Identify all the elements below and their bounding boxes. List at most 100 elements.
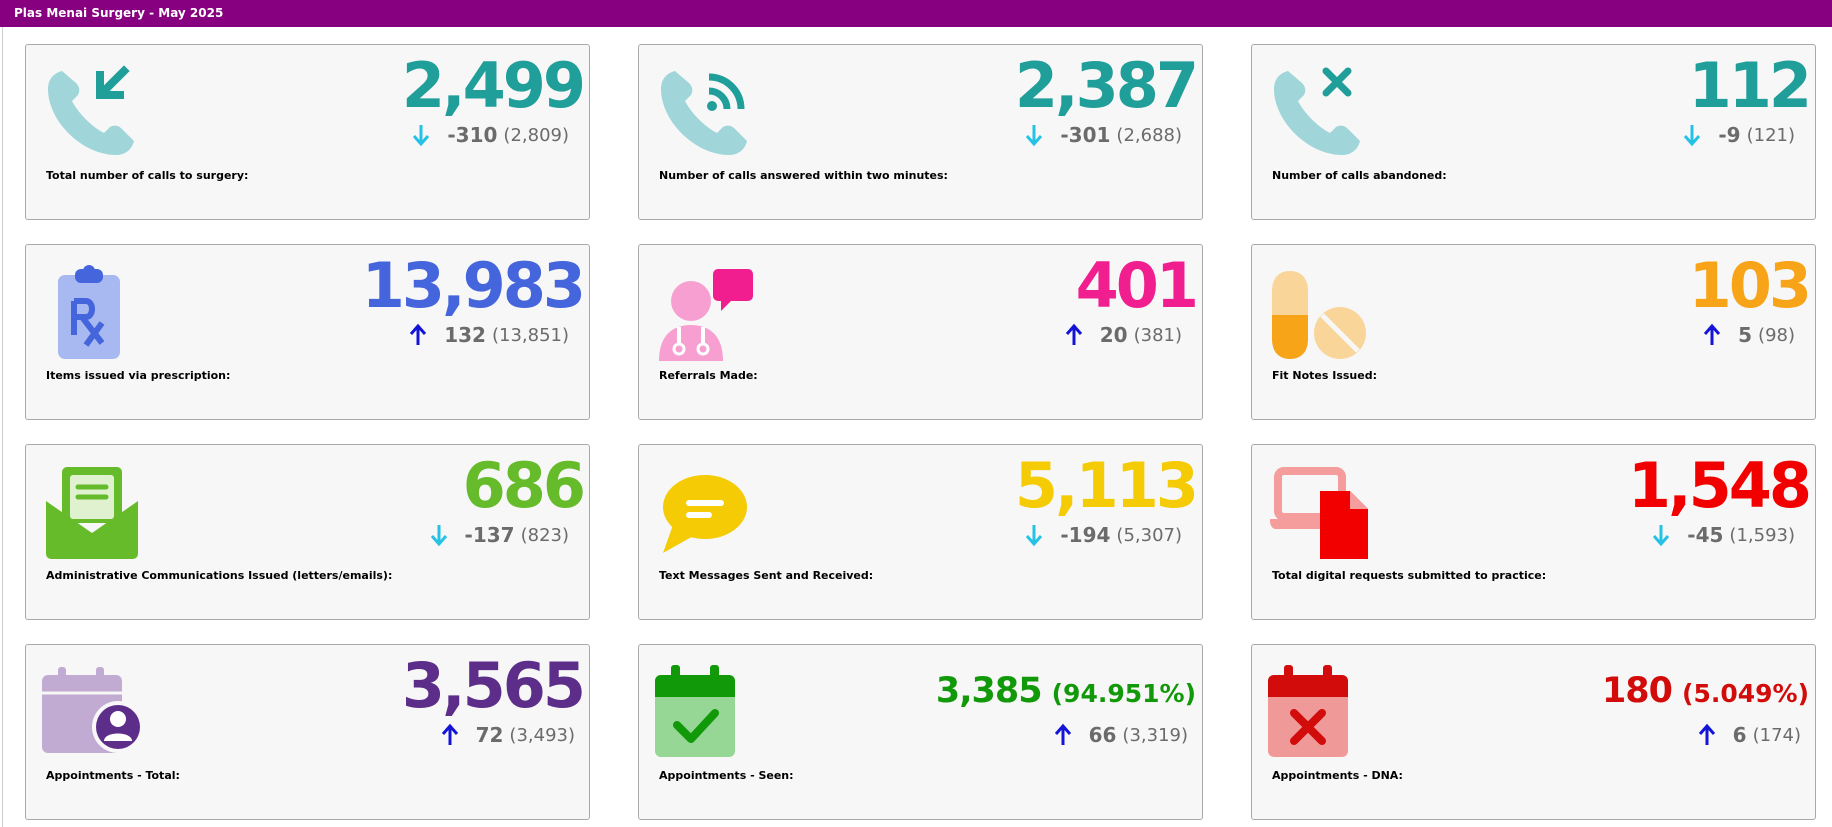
metric-label: Fit Notes Issued:	[1272, 369, 1377, 382]
card-admin-communications: 686 -137 (823) Administrative Communicati…	[25, 444, 590, 620]
arrow-down-icon	[1682, 123, 1702, 147]
arrow-down-icon	[429, 523, 449, 547]
previous-value: (823)	[520, 524, 569, 546]
phone-missed-icon	[1268, 63, 1368, 163]
arrow-down-icon	[411, 123, 431, 147]
chat-bubble-icon	[655, 463, 755, 563]
envelope-open-icon	[42, 463, 142, 563]
previous-value: (5,307)	[1116, 524, 1182, 546]
metric-value: 1,548	[1627, 449, 1812, 522]
change-amount: 6	[1732, 723, 1747, 747]
calendar-check-icon	[655, 663, 755, 763]
phone-incoming-icon	[42, 63, 142, 163]
calendar-user-icon	[42, 663, 142, 763]
metric-label: Total digital requests submitted to prac…	[1272, 569, 1547, 582]
arrow-up-icon	[1697, 723, 1717, 747]
card-referrals: 401 20 (381) Referrals Made:	[638, 244, 1203, 420]
metric-label: Appointments - Seen:	[659, 769, 794, 782]
left-border	[2, 27, 3, 827]
metric-label: Items issued via prescription:	[46, 369, 231, 382]
metric-label: Referrals Made:	[659, 369, 758, 382]
metric-value: 2,499	[401, 49, 586, 122]
metric-value: 5,113	[1014, 449, 1199, 522]
arrow-up-icon	[1702, 323, 1722, 347]
change-amount: -301	[1060, 123, 1111, 147]
metric-value: 3,565	[401, 649, 586, 722]
change-amount: 20	[1099, 323, 1128, 347]
metric-label: Appointments - DNA:	[1272, 769, 1403, 782]
laptop-file-icon	[1268, 463, 1368, 563]
metric-change: 132 (13,851)	[408, 323, 569, 347]
metric-value: 3,385	[935, 671, 1043, 711]
previous-value: (2,809)	[503, 124, 569, 146]
metric-change: -301 (2,688)	[1024, 123, 1182, 147]
metric-change: 72 (3,493)	[440, 723, 575, 747]
metric-value: 401	[1075, 249, 1199, 322]
metric-value: 103	[1688, 249, 1812, 322]
metric-change: 20 (381)	[1064, 323, 1182, 347]
metric-percent: (5.049%)	[1682, 679, 1809, 708]
pills-icon	[1268, 263, 1368, 363]
metric-label: Text Messages Sent and Received:	[659, 569, 874, 582]
previous-value: (98)	[1758, 324, 1795, 346]
previous-value: (3,319)	[1122, 724, 1188, 746]
card-total-calls: 2,499 -310 (2,809) Total number of calls …	[25, 44, 590, 220]
metric-value: 686	[462, 449, 586, 522]
previous-value: (2,688)	[1116, 124, 1182, 146]
calendar-cross-icon	[1268, 663, 1368, 763]
metric-change: 66 (3,319)	[1053, 723, 1188, 747]
change-amount: 132	[444, 323, 486, 347]
change-amount: -310	[447, 123, 498, 147]
phone-answered-icon	[655, 63, 755, 163]
card-digital-requests: 1,548 -45 (1,593) Total digital requests …	[1251, 444, 1816, 620]
arrow-down-icon	[1024, 523, 1044, 547]
metric-percent: (94.951%)	[1051, 679, 1196, 708]
report-title: Plas Menai Surgery - May 2025	[14, 6, 224, 20]
report-title-bar: Plas Menai Surgery - May 2025	[0, 0, 1832, 27]
change-amount: -194	[1060, 523, 1111, 547]
previous-value: (121)	[1746, 124, 1795, 146]
change-amount: -137	[464, 523, 515, 547]
metric-label: Administrative Communications Issued (le…	[46, 569, 393, 582]
change-amount: 72	[475, 723, 504, 747]
previous-value: (174)	[1752, 724, 1801, 746]
metric-label: Number of calls answered within two minu…	[659, 169, 948, 182]
metric-change: 5 (98)	[1702, 323, 1795, 347]
card-fit-notes: 103 5 (98) Fit Notes Issued:	[1251, 244, 1816, 420]
metric-value: 112	[1688, 49, 1812, 122]
change-amount: 5	[1738, 323, 1753, 347]
metric-change: -310 (2,809)	[411, 123, 569, 147]
card-calls-answered: 2,387 -301 (2,688) Number of calls answer…	[638, 44, 1203, 220]
previous-value: (3,493)	[509, 724, 575, 746]
metric-label: Appointments - Total:	[46, 769, 180, 782]
metric-change: 6 (174)	[1697, 723, 1801, 747]
metric-change: -45 (1,593)	[1651, 523, 1795, 547]
metric-change: -137 (823)	[429, 523, 569, 547]
arrow-up-icon	[440, 723, 460, 747]
card-appointments-seen: 3,385 (94.951%) 66 (3,319) Appointments - …	[638, 644, 1203, 820]
previous-value: (1,593)	[1729, 524, 1795, 546]
metric-value-row: 3,385 (94.951%)	[936, 667, 1196, 718]
prescription-clipboard-icon	[42, 263, 142, 363]
change-amount: -9	[1718, 123, 1741, 147]
metric-value: 180	[1601, 671, 1673, 711]
metric-value: 13,983	[361, 249, 586, 322]
arrow-up-icon	[408, 323, 428, 347]
card-prescriptions: 13,983 132 (13,851) Items issued via pres…	[25, 244, 590, 420]
arrow-down-icon	[1024, 123, 1044, 147]
change-amount: 66	[1088, 723, 1117, 747]
doctor-chat-icon	[655, 263, 755, 363]
metric-change: -9 (121)	[1682, 123, 1795, 147]
previous-value: (381)	[1133, 324, 1182, 346]
arrow-down-icon	[1651, 523, 1671, 547]
metric-change: -194 (5,307)	[1024, 523, 1182, 547]
change-amount: -45	[1687, 523, 1724, 547]
card-calls-abandoned: 112 -9 (121) Number of calls abandoned:	[1251, 44, 1816, 220]
metric-label: Number of calls abandoned:	[1272, 169, 1447, 182]
metric-value: 2,387	[1014, 49, 1199, 122]
card-text-messages: 5,113 -194 (5,307) Text Messages Sent and…	[638, 444, 1203, 620]
arrow-up-icon	[1053, 723, 1073, 747]
card-appointments-total: 3,565 72 (3,493) Appointments - Total:	[25, 644, 590, 820]
previous-value: (13,851)	[491, 324, 569, 346]
metric-label: Total number of calls to surgery:	[46, 169, 249, 182]
